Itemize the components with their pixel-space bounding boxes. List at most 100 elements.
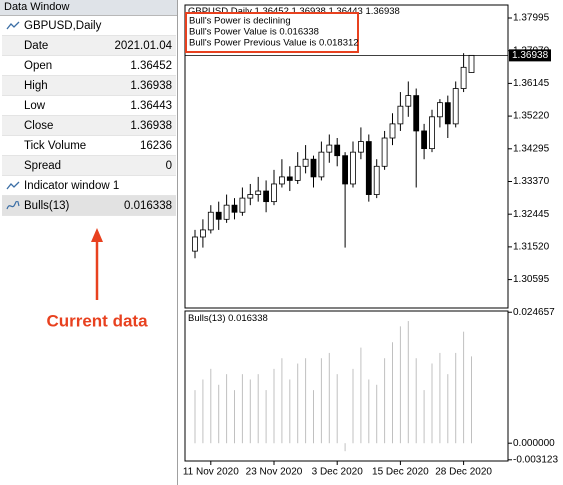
candle-body [397, 105, 404, 125]
row-value: 2021.01.04 [114, 40, 172, 52]
candle-body [436, 102, 443, 118]
candle-body [413, 95, 420, 132]
candle-body [452, 88, 459, 125]
y-tick-label: 1.30595 [513, 274, 550, 285]
candle-body [231, 204, 238, 213]
data-row: High 1.36938 [2, 76, 176, 96]
header-value: 1.36452 [255, 6, 289, 17]
candle-body [255, 190, 262, 195]
data-row: Date 2021.01.04 [2, 36, 176, 56]
candle-body [405, 95, 412, 107]
candle-body [239, 197, 246, 213]
candle-body [199, 229, 206, 238]
y-tick-label: 1.31520 [513, 242, 550, 253]
candle-body [247, 194, 254, 199]
data-row: Close 1.36938 [2, 116, 176, 136]
y-tick-label: 1.33370 [513, 176, 550, 187]
chart-header: GBPUSD,Daily 1.36452 1.36938 1.36443 1.3… [188, 6, 400, 17]
x-tick-label: 11 Nov 2020 [183, 467, 239, 478]
annotation: Current data [46, 311, 148, 330]
current-price-label: 1.36938 [512, 50, 549, 61]
row-label: Low [24, 100, 46, 112]
x-tick-label: 28 Dec 2020 [435, 467, 492, 478]
header-value: Bulls(13) [188, 313, 226, 324]
candle-body [286, 176, 293, 181]
indicator-header: Bulls(13) 0.016338 [188, 313, 268, 324]
y-tick-label: 1.37995 [513, 13, 550, 24]
y-tick-label: -0.003123 [513, 454, 558, 465]
x-tick-label: 3 Dec 2020 [312, 467, 364, 478]
x-tick-label: 23 Nov 2020 [246, 467, 303, 478]
candle-body [207, 211, 214, 231]
data-row: Tick Volume 16236 [2, 136, 176, 156]
y-tick-label: 0.024657 [513, 307, 555, 318]
x-tick-label: 15 Dec 2020 [372, 467, 429, 478]
data-row: Open 1.36452 [2, 56, 176, 76]
candle-body [278, 176, 285, 185]
candle-body [381, 137, 388, 167]
row-label: Indicator window 1 [24, 180, 120, 192]
data-window: Data Window GBPUSD,Daily Date 2021.01.04 Op… [0, 0, 178, 485]
chart-icon [6, 181, 20, 190]
header-value: GBPUSD,Daily [188, 6, 252, 17]
candle-body [223, 204, 230, 220]
candle-body [342, 155, 349, 185]
candle-body [302, 158, 309, 167]
row-label: Spread [24, 160, 62, 172]
indicator-row: Bulls(13) 0.016338 [2, 196, 176, 216]
data-row: Low 1.36443 [2, 96, 176, 116]
row-label: Close [24, 120, 54, 132]
candle-body [334, 144, 341, 157]
row-label: Date [24, 40, 49, 52]
candle-body [460, 66, 467, 89]
header-value: 1.36938 [365, 6, 399, 17]
info-box [185, 12, 359, 53]
candle-body [357, 141, 364, 153]
chart-icon [6, 21, 20, 30]
y-tick-label: 0.000000 [513, 438, 555, 449]
candle-body [310, 158, 317, 178]
row-label: High [24, 80, 48, 92]
annotation-arrowhead [91, 228, 103, 242]
row-value: 1.36938 [130, 120, 172, 132]
indicator-icon [6, 201, 20, 210]
row-label: GBPUSD,Daily [24, 20, 102, 32]
info-line: Bull's Power Previous Value is 0.018312 [189, 38, 359, 49]
current-price-box [509, 49, 551, 62]
data-row: Spread 0 [2, 156, 176, 176]
row-value: 1.36452 [130, 60, 172, 72]
header-value: 0.016338 [228, 313, 268, 324]
candle-body [192, 236, 198, 252]
indicator-window-row: Indicator window 1 [2, 176, 176, 196]
row-label: Bulls(13) [24, 200, 70, 212]
row-value: 0 [165, 160, 172, 172]
candle-body [444, 102, 451, 125]
y-tick-label: 1.36145 [513, 78, 550, 89]
row-value: 1.36443 [130, 100, 172, 112]
sub-frame [184, 310, 509, 462]
symbol-row: GBPUSD,Daily [2, 16, 176, 36]
row-value: 1.36938 [130, 80, 172, 92]
candle-body [421, 130, 428, 150]
candle-body [350, 151, 356, 185]
info-line: Bull's Power Value is 0.016338 [189, 27, 319, 38]
candle-body [389, 123, 396, 139]
y-tick-label: 1.35220 [513, 111, 550, 122]
candle-body [294, 165, 301, 181]
row-value: 16236 [140, 140, 172, 152]
candle-body [373, 165, 380, 195]
candle-body [468, 54, 475, 73]
candle-body [318, 151, 325, 178]
panel-title: Data Window [0, 0, 177, 16]
row-label: Tick Volume [24, 140, 87, 152]
row-label: Open [24, 60, 53, 72]
y-tick-label: 1.34295 [513, 143, 550, 154]
header-value: 1.36443 [328, 6, 362, 17]
candle-body [429, 116, 435, 150]
candle-body [365, 141, 372, 195]
info-line: Bull's Power is declining [189, 16, 291, 27]
candle-body [326, 144, 333, 153]
y-tick-label: 1.32445 [513, 209, 550, 220]
